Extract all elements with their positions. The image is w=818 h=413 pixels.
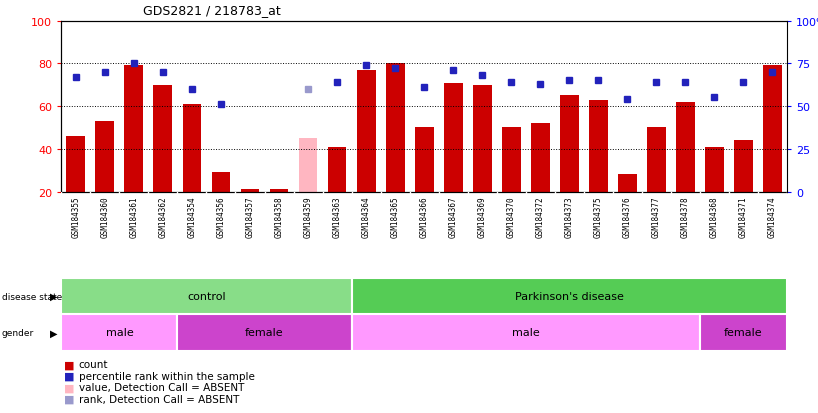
Text: GSM184371: GSM184371 <box>739 197 748 238</box>
Text: GSM184364: GSM184364 <box>362 197 371 238</box>
Text: count: count <box>79 359 108 369</box>
Text: GSM184361: GSM184361 <box>129 197 138 238</box>
Bar <box>734 141 753 192</box>
Text: GSM184356: GSM184356 <box>217 197 226 238</box>
Bar <box>124 66 143 192</box>
Text: female: female <box>724 328 762 337</box>
Bar <box>705 147 724 192</box>
Text: GSM184378: GSM184378 <box>681 197 690 238</box>
Text: disease state: disease state <box>2 292 62 301</box>
Text: GSM184372: GSM184372 <box>536 197 545 238</box>
Text: Parkinson's disease: Parkinson's disease <box>515 291 623 301</box>
Bar <box>589 100 608 192</box>
Text: GSM184355: GSM184355 <box>71 197 80 238</box>
Text: GDS2821 / 218783_at: GDS2821 / 218783_at <box>143 4 281 17</box>
Bar <box>61 314 178 351</box>
Text: female: female <box>245 328 284 337</box>
Text: ■: ■ <box>64 382 74 392</box>
Bar <box>299 139 317 192</box>
Text: GSM184359: GSM184359 <box>303 197 312 238</box>
Text: GSM184368: GSM184368 <box>710 197 719 238</box>
Text: ▶: ▶ <box>50 328 58 337</box>
Text: GSM184360: GSM184360 <box>101 197 110 238</box>
Bar <box>96 122 115 192</box>
Bar <box>357 71 375 192</box>
Text: GSM184362: GSM184362 <box>159 197 168 238</box>
Text: GSM184354: GSM184354 <box>187 197 196 238</box>
Bar <box>700 314 787 351</box>
Text: value, Detection Call = ABSENT: value, Detection Call = ABSENT <box>79 382 244 392</box>
Bar <box>352 279 787 314</box>
Bar <box>212 173 231 192</box>
Text: GSM184367: GSM184367 <box>448 197 457 238</box>
Text: ■: ■ <box>64 371 74 381</box>
Text: GSM184366: GSM184366 <box>420 197 429 238</box>
Bar <box>61 279 352 314</box>
Bar <box>270 190 289 192</box>
Bar <box>676 102 694 192</box>
Bar <box>415 128 434 192</box>
Bar <box>647 128 666 192</box>
Text: GSM184375: GSM184375 <box>594 197 603 238</box>
Bar <box>352 314 700 351</box>
Text: ▶: ▶ <box>50 291 58 301</box>
Bar <box>531 124 550 192</box>
Bar <box>178 314 352 351</box>
Bar <box>154 85 173 192</box>
Text: control: control <box>187 291 226 301</box>
Text: GSM184370: GSM184370 <box>506 197 515 238</box>
Text: gender: gender <box>2 328 34 337</box>
Bar <box>182 104 201 192</box>
Text: ■: ■ <box>64 359 74 369</box>
Bar <box>66 137 85 192</box>
Text: male: male <box>512 328 540 337</box>
Text: GSM184363: GSM184363 <box>333 197 342 238</box>
Bar <box>385 64 405 192</box>
Bar <box>560 96 578 192</box>
Bar <box>501 128 520 192</box>
Bar <box>763 66 782 192</box>
Text: male: male <box>106 328 133 337</box>
Bar <box>328 147 347 192</box>
Text: GSM184365: GSM184365 <box>391 197 400 238</box>
Bar <box>618 175 636 192</box>
Text: percentile rank within the sample: percentile rank within the sample <box>79 371 254 381</box>
Text: GSM184377: GSM184377 <box>652 197 661 238</box>
Bar <box>473 85 492 192</box>
Text: GSM184373: GSM184373 <box>564 197 573 238</box>
Text: ■: ■ <box>64 394 74 404</box>
Text: GSM184369: GSM184369 <box>478 197 487 238</box>
Text: GSM184357: GSM184357 <box>245 197 254 238</box>
Bar <box>443 83 463 192</box>
Bar <box>240 190 259 192</box>
Text: GSM184374: GSM184374 <box>768 197 777 238</box>
Text: rank, Detection Call = ABSENT: rank, Detection Call = ABSENT <box>79 394 239 404</box>
Text: GSM184358: GSM184358 <box>275 197 284 238</box>
Text: GSM184376: GSM184376 <box>622 197 631 238</box>
